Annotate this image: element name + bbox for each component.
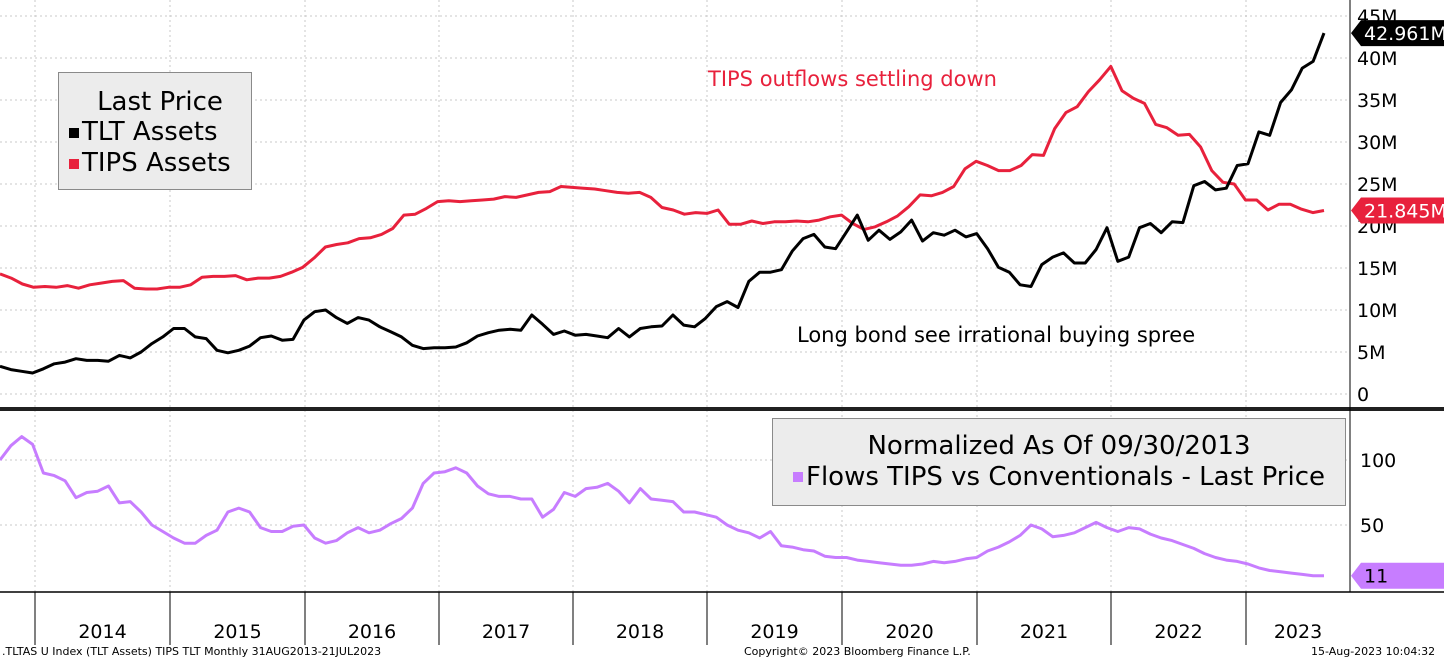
legend-lower: Normalized As Of 09/30/2013 Flows TIPS v… bbox=[772, 418, 1346, 506]
series-line-flows bbox=[0, 435, 1324, 578]
legend-upper-title: Last Price bbox=[97, 87, 223, 117]
annotation-long-bond: Long bond see irrational buying spree bbox=[797, 323, 1195, 347]
annotation-tips-outflows: TIPS outflows settling down bbox=[707, 67, 997, 91]
x-tick-label-year: 2023 bbox=[1274, 621, 1322, 643]
footer-copyright: Copyright© 2023 Bloomberg Finance L.P. bbox=[744, 645, 971, 658]
x-tick-label-year: 2022 bbox=[1154, 621, 1202, 643]
tag-tips-last: 21.845M bbox=[1351, 197, 1444, 224]
y-tick-label-upper: 35M bbox=[1357, 90, 1398, 112]
series-line-tips-assets bbox=[0, 64, 1325, 291]
y-tick-label-lower: 50 bbox=[1360, 515, 1384, 537]
legend-label-tips: TIPS Assets bbox=[82, 148, 231, 178]
tag-tips-last-shape bbox=[1351, 197, 1444, 224]
y-tick-label-upper: 0 bbox=[1357, 384, 1369, 406]
legend-swatch-tips bbox=[69, 158, 79, 169]
legend-label-flows: Flows TIPS vs Conventionals - Last Price bbox=[805, 462, 1326, 492]
legend-upper: Last Price TLT Assets TIPS Assets bbox=[58, 72, 252, 190]
panel-separator bbox=[0, 407, 1444, 411]
tag-flows-last-shape bbox=[1351, 562, 1444, 589]
x-tick-label-year: 2021 bbox=[1020, 621, 1068, 643]
legend-item-flows: Flows TIPS vs Conventionals - Last Price bbox=[773, 461, 1345, 493]
x-tick-label-year: 2017 bbox=[482, 621, 530, 643]
lower-series-group bbox=[0, 435, 1324, 578]
y-tick-label-upper: 30M bbox=[1357, 132, 1398, 154]
last-value-tags: 42.961M 21.845M 11 bbox=[1351, 20, 1444, 589]
tag-tips-last-text: 21.845M bbox=[1364, 201, 1444, 223]
y-tick-label-upper: 15M bbox=[1357, 258, 1398, 280]
x-tick-label-year: 2014 bbox=[78, 621, 126, 643]
series-line-tlt-assets bbox=[0, 32, 1326, 375]
x-tick-label-year: 2019 bbox=[750, 621, 798, 643]
x-tick-label-year: 2020 bbox=[885, 621, 933, 643]
footer-timestamp: 15-Aug-2023 10:04:32 bbox=[1311, 645, 1436, 658]
y-tick-label-lower: 100 bbox=[1360, 450, 1396, 472]
y-tick-label-upper: 5M bbox=[1357, 342, 1385, 364]
tag-tlt-last: 42.961M bbox=[1351, 20, 1444, 47]
legend-swatch-flows bbox=[792, 472, 803, 482]
x-tick-label-year: 2015 bbox=[213, 621, 261, 643]
tag-flows-last: 11 bbox=[1351, 562, 1444, 589]
upper-series-group bbox=[0, 32, 1326, 375]
legend-swatch-tlt bbox=[69, 127, 79, 138]
footer-source: .TLTAS U Index (TLT Assets) TIPS TLT Mon… bbox=[2, 645, 382, 658]
tag-tlt-last-text: 42.961M bbox=[1364, 23, 1444, 45]
tag-tlt-last-shape bbox=[1351, 20, 1444, 47]
legend-item-tips: TIPS Assets bbox=[69, 148, 251, 179]
y-tick-label-upper: 25M bbox=[1357, 174, 1398, 196]
y-tick-label-upper: 40M bbox=[1357, 48, 1398, 70]
x-tick-label-year: 2018 bbox=[616, 621, 664, 643]
legend-item-tlt: TLT Assets bbox=[69, 117, 251, 148]
legend-lower-title: Normalized As Of 09/30/2013 bbox=[867, 431, 1251, 461]
y-tick-label-upper: 10M bbox=[1357, 300, 1398, 322]
tag-flows-last-text: 11 bbox=[1364, 566, 1388, 588]
legend-label-tlt: TLT Assets bbox=[82, 117, 218, 147]
x-tick-label-year: 2016 bbox=[348, 621, 396, 643]
